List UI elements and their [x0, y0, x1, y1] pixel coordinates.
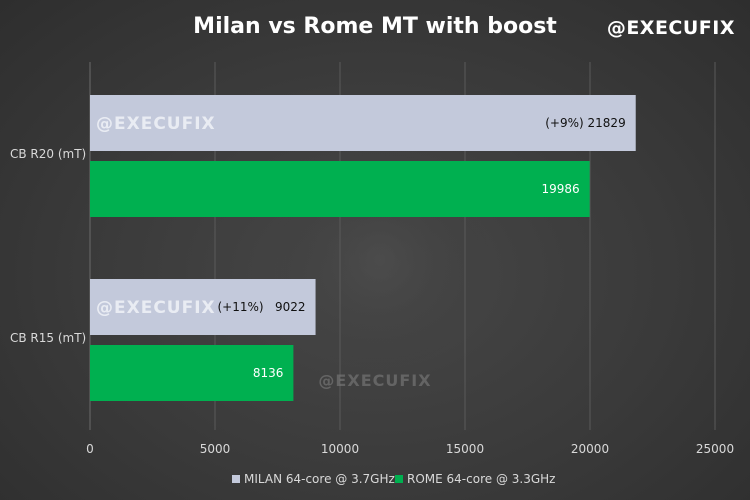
category-labels: CB R20 (mT) CB R15 (mT) [10, 147, 86, 345]
rome-bar [90, 161, 590, 217]
x-tick-label: 20000 [571, 442, 609, 456]
data-label: 9022 [275, 300, 306, 314]
x-axis-ticks: 0 5000 10000 15000 20000 25000 [86, 442, 734, 456]
x-tick-label: 15000 [446, 442, 484, 456]
bar-watermark: @EXECUFIX [96, 114, 216, 134]
center-watermark: @EXECUFIX [318, 371, 431, 390]
bar-watermark: @EXECUFIX [96, 298, 216, 318]
legend: MILAN 64-core @ 3.7GHz ROME 64-core @ 3.3… [232, 472, 555, 486]
data-labels: 21829 (+9%) 19986 9022 (+11%) 8136 [217, 116, 625, 380]
category-label: CB R15 (mT) [10, 331, 86, 345]
data-label: 21829 [588, 116, 626, 130]
milan-bar [90, 95, 636, 151]
category-label: CB R20 (mT) [10, 147, 86, 161]
brand-watermark: @EXECUFIX [607, 17, 735, 39]
data-label: 8136 [253, 366, 284, 380]
legend-label: MILAN 64-core @ 3.7GHz [244, 472, 395, 486]
x-tick-label: 25000 [696, 442, 734, 456]
x-tick-label: 0 [86, 442, 94, 456]
milan-bar [90, 279, 316, 335]
percent-annotation: (+9%) [545, 116, 583, 130]
percent-annotation: (+11%) [217, 300, 263, 314]
legend-label: ROME 64-core @ 3.3GHz [407, 472, 555, 486]
legend-swatch [232, 475, 240, 483]
chart-title: Milan vs Rome MT with boost [193, 14, 557, 39]
bars: @EXECUFIX @EXECUFIX [90, 95, 636, 401]
x-tick-label: 10000 [321, 442, 359, 456]
legend-swatch [395, 475, 403, 483]
x-tick-label: 5000 [200, 442, 231, 456]
data-label: 19986 [541, 182, 579, 196]
rome-bar [90, 345, 294, 401]
